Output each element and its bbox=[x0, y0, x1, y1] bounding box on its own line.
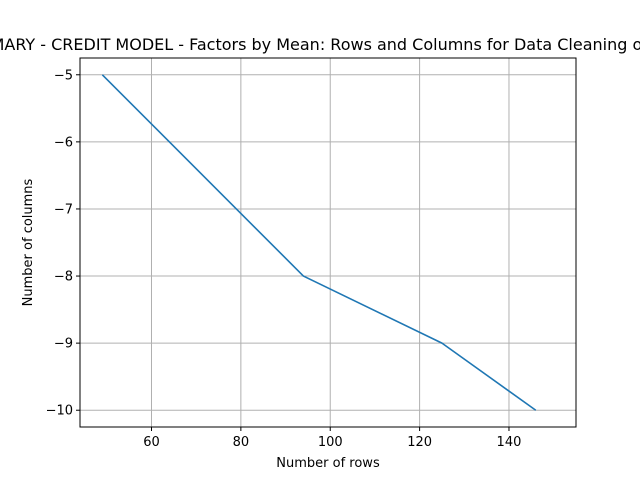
y-tick-label: −7 bbox=[54, 202, 73, 217]
x-axis-label: Number of rows bbox=[276, 456, 380, 471]
x-tick-label: 120 bbox=[407, 435, 432, 450]
x-tick-label: 60 bbox=[143, 435, 160, 450]
y-tick-label: −8 bbox=[54, 270, 73, 285]
x-tick-label: 140 bbox=[497, 435, 522, 450]
y-tick-label: −5 bbox=[54, 68, 73, 83]
chart-title: SUMMARY - CREDIT MODEL - Factors by Mean… bbox=[0, 35, 640, 54]
y-axis-label: Number of columns bbox=[21, 178, 36, 306]
tick-marks-and-labels: 60 80 100 120 140 −5 −6 −7 −8 −9 −10 bbox=[46, 68, 522, 450]
y-tick-label: −9 bbox=[54, 337, 73, 352]
grid-lines bbox=[80, 58, 576, 427]
y-tick-label: −6 bbox=[54, 135, 73, 150]
series-line bbox=[101, 74, 537, 411]
x-tick-label: 80 bbox=[233, 435, 250, 450]
plot-area-background bbox=[80, 58, 576, 427]
plot-area-frame bbox=[79, 57, 577, 428]
series-layer bbox=[101, 74, 537, 411]
x-tick-label: 100 bbox=[318, 435, 343, 450]
y-tick-label: −10 bbox=[46, 404, 73, 419]
